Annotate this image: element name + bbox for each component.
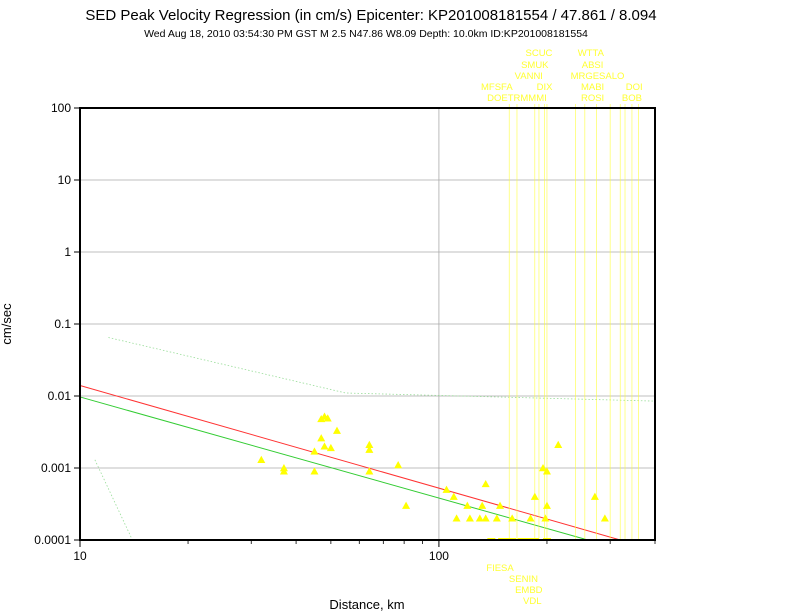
data-point xyxy=(539,464,548,472)
data-point xyxy=(257,455,266,463)
station-label: BOB xyxy=(622,93,642,104)
data-point xyxy=(452,514,461,522)
grid-lines xyxy=(79,107,655,541)
data-point xyxy=(475,514,484,522)
bound-line xyxy=(108,337,656,402)
data-points xyxy=(257,412,609,540)
station-label: FIESA xyxy=(486,563,514,574)
data-point xyxy=(526,514,535,522)
data-point xyxy=(478,501,487,509)
data-point xyxy=(496,501,505,509)
station-label: SMUK xyxy=(521,60,549,71)
data-point xyxy=(394,461,403,469)
y-axis-label: cm/sec xyxy=(0,303,14,345)
data-point xyxy=(590,492,599,500)
x-axis-label: Distance, km xyxy=(329,597,404,612)
chart-title: SED Peak Velocity Regression (in cm/s) E… xyxy=(85,7,656,24)
data-point xyxy=(449,492,458,500)
station-label: DIX xyxy=(537,82,554,93)
station-labels: SCUC WTTA SMUK ABSI VANNI MRGE SALO MFSFA DIX MAB… xyxy=(481,48,643,607)
station-label: VDL xyxy=(523,596,541,607)
data-point xyxy=(332,426,341,434)
y-tick-label: 100 xyxy=(51,101,71,115)
station-label: ROSI xyxy=(581,93,604,104)
station-label: VANNI xyxy=(515,71,543,82)
data-point xyxy=(365,467,374,475)
data-point xyxy=(442,485,451,493)
data-point xyxy=(542,467,551,475)
station-label: MFSFA xyxy=(481,82,513,93)
green-regression-line xyxy=(79,396,588,541)
data-point xyxy=(481,479,490,488)
data-point xyxy=(326,443,335,452)
data-point xyxy=(310,447,319,455)
bound-line xyxy=(94,459,133,541)
station-label: SALO xyxy=(599,71,624,82)
data-point xyxy=(402,501,411,509)
data-point xyxy=(465,514,474,522)
data-point xyxy=(323,414,332,422)
regression-lines xyxy=(79,337,656,541)
data-point xyxy=(542,501,551,509)
y-tick-label: 1 xyxy=(64,245,71,259)
y-tick-label: 0.0001 xyxy=(34,533,71,547)
data-point xyxy=(554,440,563,449)
station-leader-lines xyxy=(508,104,639,540)
data-point xyxy=(365,440,374,449)
station-label: SCUC xyxy=(526,48,553,59)
station-label: ABSI xyxy=(582,60,604,71)
station-label: MABI xyxy=(581,82,604,93)
data-point xyxy=(279,467,288,475)
station-label: WTTA xyxy=(578,48,605,59)
station-label: DOETRMMMI xyxy=(487,93,547,104)
data-point xyxy=(492,514,501,522)
red-regression-line xyxy=(79,384,621,541)
x-tick-label: 10 xyxy=(73,549,87,563)
chart-subtitle: Wed Aug 18, 2010 03:54:30 PM GST M 2.5 N… xyxy=(144,28,588,40)
y-tick-label: 10 xyxy=(58,173,72,187)
data-point xyxy=(481,514,490,522)
data-point xyxy=(508,514,517,522)
y-tick-label: 0.01 xyxy=(48,389,72,403)
y-tick-label: 0.1 xyxy=(54,317,71,331)
y-tick-label: 0.001 xyxy=(41,461,71,475)
station-label: SENIN xyxy=(509,574,538,585)
data-point xyxy=(600,514,609,522)
data-point xyxy=(320,442,329,450)
data-point xyxy=(365,445,374,453)
axis-ticks: 0.0001 0.001 0.01 0.1 1 10 100 10 100 xyxy=(34,101,656,563)
station-label: EMBD xyxy=(515,585,543,596)
x-tick-label: 100 xyxy=(429,549,449,563)
data-point xyxy=(463,501,472,509)
data-point xyxy=(310,467,319,475)
data-point xyxy=(317,434,326,442)
station-label: MRGE xyxy=(571,71,600,82)
data-point xyxy=(541,514,550,522)
station-label: DOI xyxy=(626,82,643,93)
data-point xyxy=(530,492,539,500)
